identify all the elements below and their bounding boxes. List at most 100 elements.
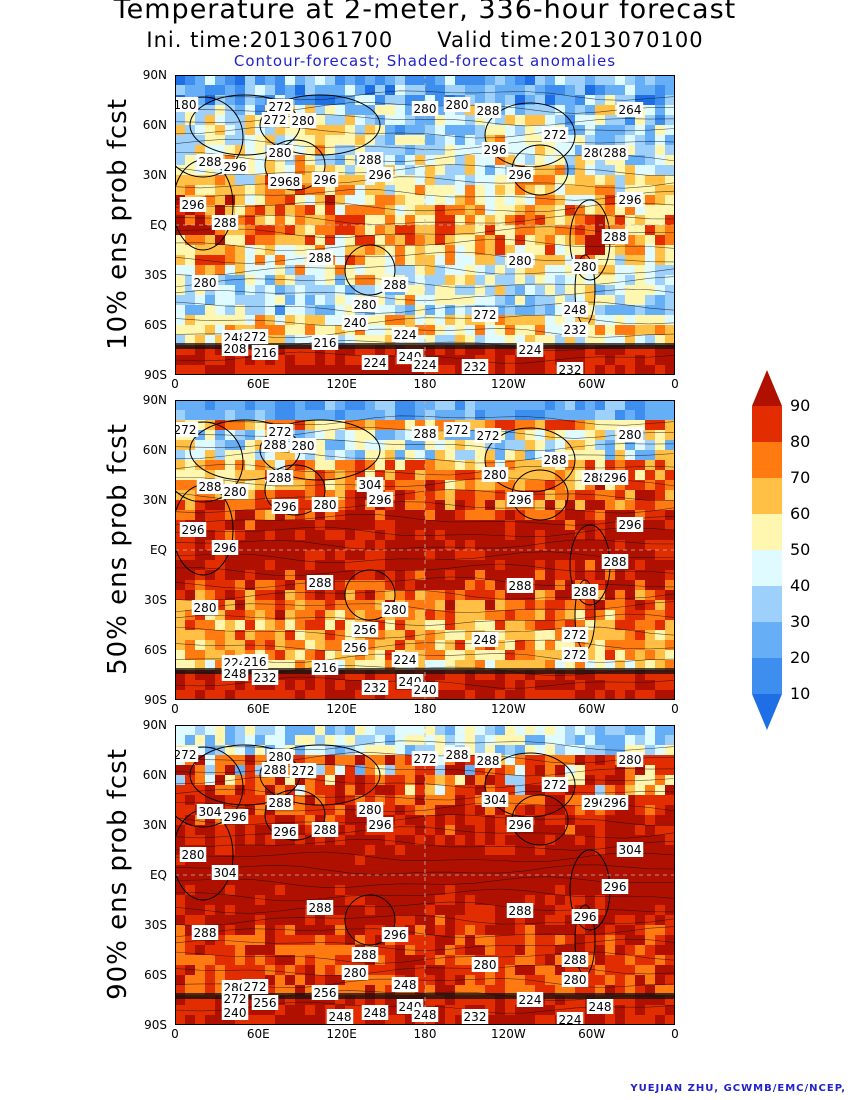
contour-label-text: 288 [264, 763, 287, 777]
colorbar-label: 60 [790, 504, 811, 523]
contour-label: 216 [311, 660, 339, 675]
valid-time: Valid time:2013070100 [437, 28, 704, 52]
contour-label-text: 240 [344, 316, 367, 330]
lon-tick: 120W [490, 702, 526, 716]
lon-tick: 60E [246, 702, 270, 716]
contour-label-text: 280 [182, 848, 205, 862]
contour-label-text: 256 [254, 996, 277, 1010]
contour-label-text: 280 [194, 276, 217, 290]
contour-label: 288 [581, 470, 609, 485]
contour-label-text: 248 [474, 633, 497, 647]
contour-label: 272 [474, 428, 502, 443]
contour-label-text: 296 [584, 796, 607, 810]
contour-label-text: 288 [584, 471, 607, 485]
contour-label: 288 [571, 584, 599, 599]
contour-label: 280 [381, 602, 409, 617]
contour-label: 224 [391, 652, 419, 667]
figure-title: Temperature at 2-meter, 336-hour forecas… [113, 0, 737, 25]
lat-tick: 60S [144, 643, 167, 657]
contour-label: 248 [586, 999, 614, 1014]
contour-label: 296 [616, 517, 644, 532]
contour-label: 248 [326, 1009, 354, 1024]
contour-label-text: 280 [224, 485, 247, 499]
contour-label: 180 [175, 97, 199, 112]
contour-label: 272 [289, 763, 317, 778]
map-panel: 180 272 280 280 280 288 272 264 272 280 288 280 288 2… [175, 75, 675, 375]
colorbar-label: 40 [790, 576, 811, 595]
contour-label: 288 [541, 452, 569, 467]
contour-label: 272 [221, 991, 249, 1006]
contour-label-text: 272 [175, 748, 196, 762]
contour-label: 288 [443, 747, 471, 762]
lat-tick: 60N [142, 443, 167, 457]
contour-label-text: 296 [214, 541, 237, 555]
lat-tick: 90S [144, 693, 167, 707]
lon-tick: 120E [326, 377, 357, 391]
lon-tick: 180 [413, 377, 437, 391]
contour-label: 272 [241, 329, 269, 344]
colorbar-segment [752, 622, 782, 658]
lat-tick: 60S [144, 968, 167, 982]
contour-label: 296 [381, 927, 409, 942]
contour-label-text: 280 [269, 146, 292, 160]
contour-label: 288 [311, 822, 339, 837]
shading-note: Contour-forecast; Shaded-forecast anomal… [233, 52, 617, 70]
contour-label: 240 [221, 1005, 249, 1020]
contour-label: 280 [443, 97, 471, 112]
contour-label-text: 280 [414, 102, 437, 116]
contour-label-text: 232 [559, 363, 582, 375]
contour-label: 288 [411, 426, 439, 441]
contour-label: 280 [581, 145, 609, 160]
contour-label: 296 [221, 809, 249, 824]
contour-label: 288 [506, 903, 534, 918]
contour-label-text: 296 [509, 493, 532, 507]
contour-label-text: 280 [564, 973, 587, 987]
lat-tick: 60S [144, 318, 167, 332]
contour-label: 256 [311, 985, 339, 1000]
contour-label-text: 288 [269, 796, 292, 810]
contour-label: 288 [261, 437, 289, 452]
contour-label: 232 [251, 670, 279, 685]
contour-label-text: 224 [519, 993, 542, 1007]
contour-label-text: 288 [604, 555, 627, 569]
contour-label: 272 [561, 627, 589, 642]
contour-label: 288 [601, 229, 629, 244]
contour-label-text: 272 [477, 429, 500, 443]
contour-label: 280 [561, 972, 589, 987]
contour-label: 296 [311, 172, 339, 187]
contour-label: 272 [266, 99, 294, 114]
lon-tick: 0 [171, 702, 179, 716]
contour-label: 304 [196, 804, 224, 819]
lon-tick: 120W [490, 1027, 526, 1041]
contour-label-text: 288 [309, 251, 332, 265]
contour-label-text: 288 [314, 823, 337, 837]
contour-label-text: 288 [269, 471, 292, 485]
contour-label: 216 [251, 345, 279, 360]
contour-label: 296 [571, 909, 599, 924]
contour-label-text: 272 [244, 330, 267, 344]
contour-label-text: 248 [394, 978, 417, 992]
contour-label-text: 280 [484, 468, 507, 482]
contour-label-text: 216 [314, 336, 337, 350]
contour-label-text: 224 [364, 356, 387, 370]
contour-label-text: 248 [364, 1006, 387, 1020]
contour-label-text: 216 [254, 346, 277, 360]
contour-label: 288 [266, 470, 294, 485]
contour-label: 296 [271, 824, 299, 839]
contour-label: 296 [601, 470, 629, 485]
contour-label-text: 240 [414, 683, 437, 697]
contour-label: 272 [261, 112, 289, 127]
contour-label-text: 280 [384, 603, 407, 617]
contour-label: 288 [306, 900, 334, 915]
contour-label: 224 [516, 992, 544, 1007]
contour-label-text: 288 [354, 948, 377, 962]
contour-label: 232 [556, 362, 584, 375]
lat-tick: 30N [142, 493, 167, 507]
contour-label: 272 [175, 747, 199, 762]
contour-label: 288 [211, 215, 239, 230]
contour-label: 296 [271, 499, 299, 514]
contour-label: 288 [474, 103, 502, 118]
lon-tick: 0 [671, 377, 679, 391]
contour-label-text: 232 [464, 360, 487, 374]
contour-label: 272 [241, 979, 269, 994]
